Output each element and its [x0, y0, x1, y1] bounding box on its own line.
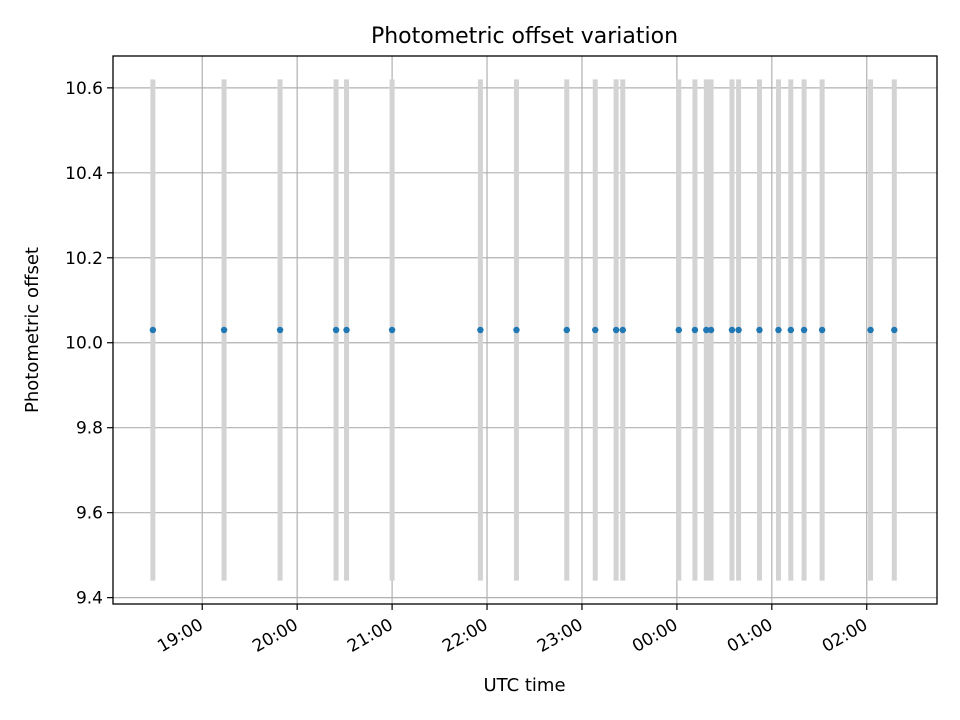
y-tick-label: 9.6	[76, 504, 103, 524]
x-tick-label: 20:00	[249, 615, 301, 657]
data-point	[818, 326, 826, 334]
data-point	[703, 326, 710, 334]
data-point	[477, 326, 484, 334]
x-tick-label: 19:00	[154, 615, 206, 657]
data-point	[867, 326, 874, 334]
data-point	[149, 326, 157, 334]
data-point	[513, 326, 520, 334]
x-axis-label: UTC time	[483, 675, 565, 696]
y-tick-label: 9.8	[76, 419, 103, 439]
grid-lines	[113, 56, 937, 604]
data-point	[612, 326, 620, 334]
y-tick-label: 9.4	[76, 589, 103, 609]
data-point	[276, 326, 284, 334]
x-tick-label: 00:00	[629, 615, 681, 657]
x-tick-label: 01:00	[724, 615, 776, 657]
y-tick-label: 10.6	[65, 79, 103, 99]
data-point	[388, 326, 396, 334]
data-point	[707, 326, 715, 334]
data-point	[563, 326, 570, 334]
data-point	[756, 326, 763, 334]
data-point	[787, 326, 795, 334]
x-tick-label: 23:00	[534, 615, 586, 657]
data-point	[691, 326, 699, 334]
data-point	[800, 326, 808, 334]
data-points	[149, 326, 898, 334]
y-tick-label: 10.2	[65, 249, 103, 269]
y-axis: 9.4 9.6 9.8 10.0 10.2 10.4 10.6	[65, 79, 113, 609]
x-axis: 19:00 20:00 21:00 22:00 23:00 00:00 01:00 02:00	[154, 604, 871, 657]
data-point	[675, 326, 682, 334]
data-point	[735, 326, 742, 334]
data-point	[332, 326, 340, 334]
error-bars	[150, 79, 897, 581]
y-axis-label: Photometric offset	[22, 247, 43, 413]
y-tick-label: 10.0	[65, 334, 103, 354]
data-point	[728, 326, 736, 334]
data-point	[220, 326, 228, 334]
x-tick-label: 21:00	[344, 615, 396, 657]
x-tick-label: 02:00	[819, 615, 871, 657]
data-point	[775, 326, 782, 334]
data-point	[592, 326, 599, 334]
data-point	[343, 326, 350, 334]
plot-frame	[112, 55, 938, 605]
y-tick-label: 10.4	[65, 164, 103, 184]
data-point	[619, 326, 626, 334]
x-tick-label: 22:00	[439, 615, 491, 657]
chart-title: Photometric offset variation	[371, 24, 678, 49]
data-point	[891, 326, 898, 334]
